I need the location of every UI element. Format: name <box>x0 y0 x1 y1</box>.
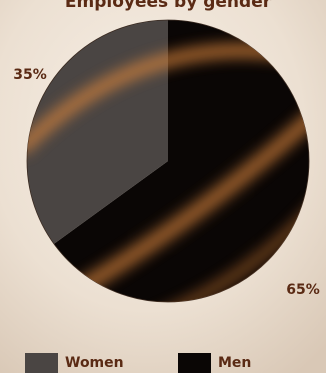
data-label: 35% <box>13 67 47 83</box>
pie-outline <box>26 19 310 303</box>
legend-swatch <box>178 353 211 373</box>
legend-label: Women <box>65 355 124 371</box>
chart-title: Employees by gender <box>65 0 272 12</box>
data-label: 65% <box>286 282 320 298</box>
legend-swatch <box>25 353 58 373</box>
pie <box>26 19 310 303</box>
legend-label: Men <box>218 355 251 371</box>
legend: Women Men <box>25 353 251 373</box>
